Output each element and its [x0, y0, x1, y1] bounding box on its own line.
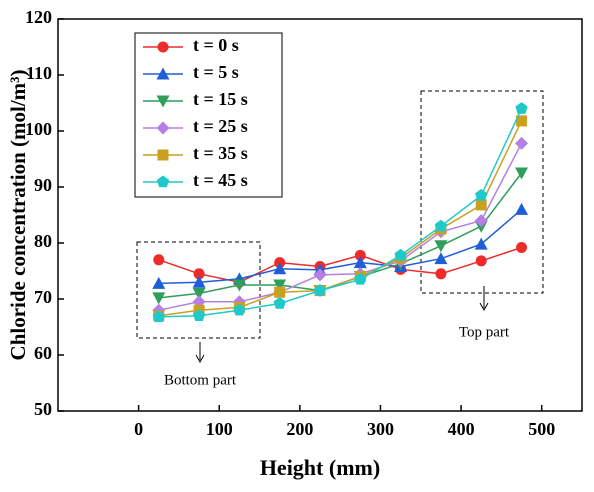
marker	[232, 279, 246, 292]
marker	[394, 248, 407, 261]
marker	[516, 115, 528, 127]
marker	[313, 284, 327, 296]
top-box	[420, 90, 544, 294]
y-tick-label: 110	[26, 63, 52, 83]
marker	[192, 287, 206, 300]
marker	[353, 256, 367, 269]
arrow-head	[479, 302, 489, 312]
y-tick-label: 50	[34, 399, 52, 419]
marker	[475, 199, 487, 211]
legend-label: t = 45 s	[193, 170, 248, 190]
plot-frame	[57, 18, 583, 412]
legend-label: t = 0 s	[193, 35, 239, 55]
marker	[156, 95, 170, 108]
marker	[152, 276, 166, 289]
x-tick-label: 400	[448, 419, 475, 439]
marker	[474, 237, 488, 250]
marker	[193, 268, 205, 280]
x-tick-label: 100	[206, 419, 233, 439]
arrow-head	[195, 354, 205, 364]
marker	[354, 249, 366, 261]
y-tick-label: 60	[34, 343, 52, 363]
marker	[516, 241, 528, 253]
y-tick-label: 100	[25, 119, 52, 139]
marker	[192, 275, 206, 288]
x-tick-label: 0	[134, 419, 143, 439]
marker	[157, 149, 169, 161]
series-line	[158, 208, 523, 285]
marker	[273, 262, 287, 275]
series-line	[158, 246, 522, 283]
marker	[273, 296, 286, 309]
y-tick-label: 70	[34, 287, 52, 307]
legend-label: t = 15 s	[193, 89, 248, 109]
y-tick-label: 90	[34, 175, 52, 195]
marker	[515, 136, 529, 150]
series-line	[158, 108, 523, 318]
x-tick-label: 200	[286, 419, 313, 439]
marker	[475, 255, 487, 267]
marker	[157, 41, 169, 53]
marker	[274, 286, 286, 298]
legend-label: t = 5 s	[193, 62, 239, 82]
marker	[156, 175, 170, 188]
legend-label: t = 35 s	[193, 143, 248, 163]
legend-box	[134, 32, 283, 198]
marker	[354, 272, 367, 285]
marker	[156, 67, 170, 80]
series-line	[158, 120, 523, 317]
x-tick-label: 500	[528, 419, 555, 439]
y-tick-label: 120	[25, 7, 52, 27]
annotation: Bottom part	[164, 372, 237, 388]
marker	[474, 214, 488, 228]
x-tick-label: 300	[367, 419, 394, 439]
y-axis-title: Chloride concentration (mol/m³)	[6, 70, 30, 361]
marker	[435, 268, 447, 280]
marker	[153, 254, 165, 266]
marker	[192, 309, 206, 322]
legend-label: t = 25 s	[193, 116, 248, 136]
marker	[233, 303, 246, 316]
marker	[434, 219, 448, 232]
x-axis-title: Height (mm)	[260, 455, 380, 480]
marker	[156, 121, 170, 135]
bottom-box	[136, 241, 261, 339]
marker	[434, 240, 448, 253]
marker	[515, 102, 528, 114]
marker	[515, 202, 529, 215]
marker	[152, 292, 166, 305]
series-line	[158, 142, 523, 311]
marker	[152, 310, 165, 323]
marker	[434, 252, 448, 265]
marker	[273, 279, 287, 292]
annotation: Top part	[459, 324, 510, 340]
y-tick-label: 80	[34, 231, 52, 251]
marker	[515, 167, 529, 180]
marker	[313, 268, 327, 282]
marker	[475, 188, 488, 201]
